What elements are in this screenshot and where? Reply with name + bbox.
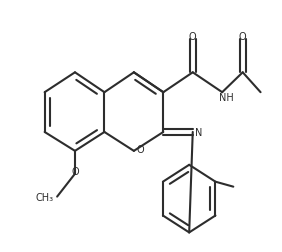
Text: CH₃: CH₃ bbox=[35, 192, 53, 202]
Text: O: O bbox=[189, 32, 197, 42]
Text: O: O bbox=[136, 144, 144, 154]
Text: N: N bbox=[195, 128, 203, 137]
Text: O: O bbox=[239, 32, 246, 42]
Text: O: O bbox=[71, 167, 79, 176]
Text: NH: NH bbox=[219, 93, 233, 103]
